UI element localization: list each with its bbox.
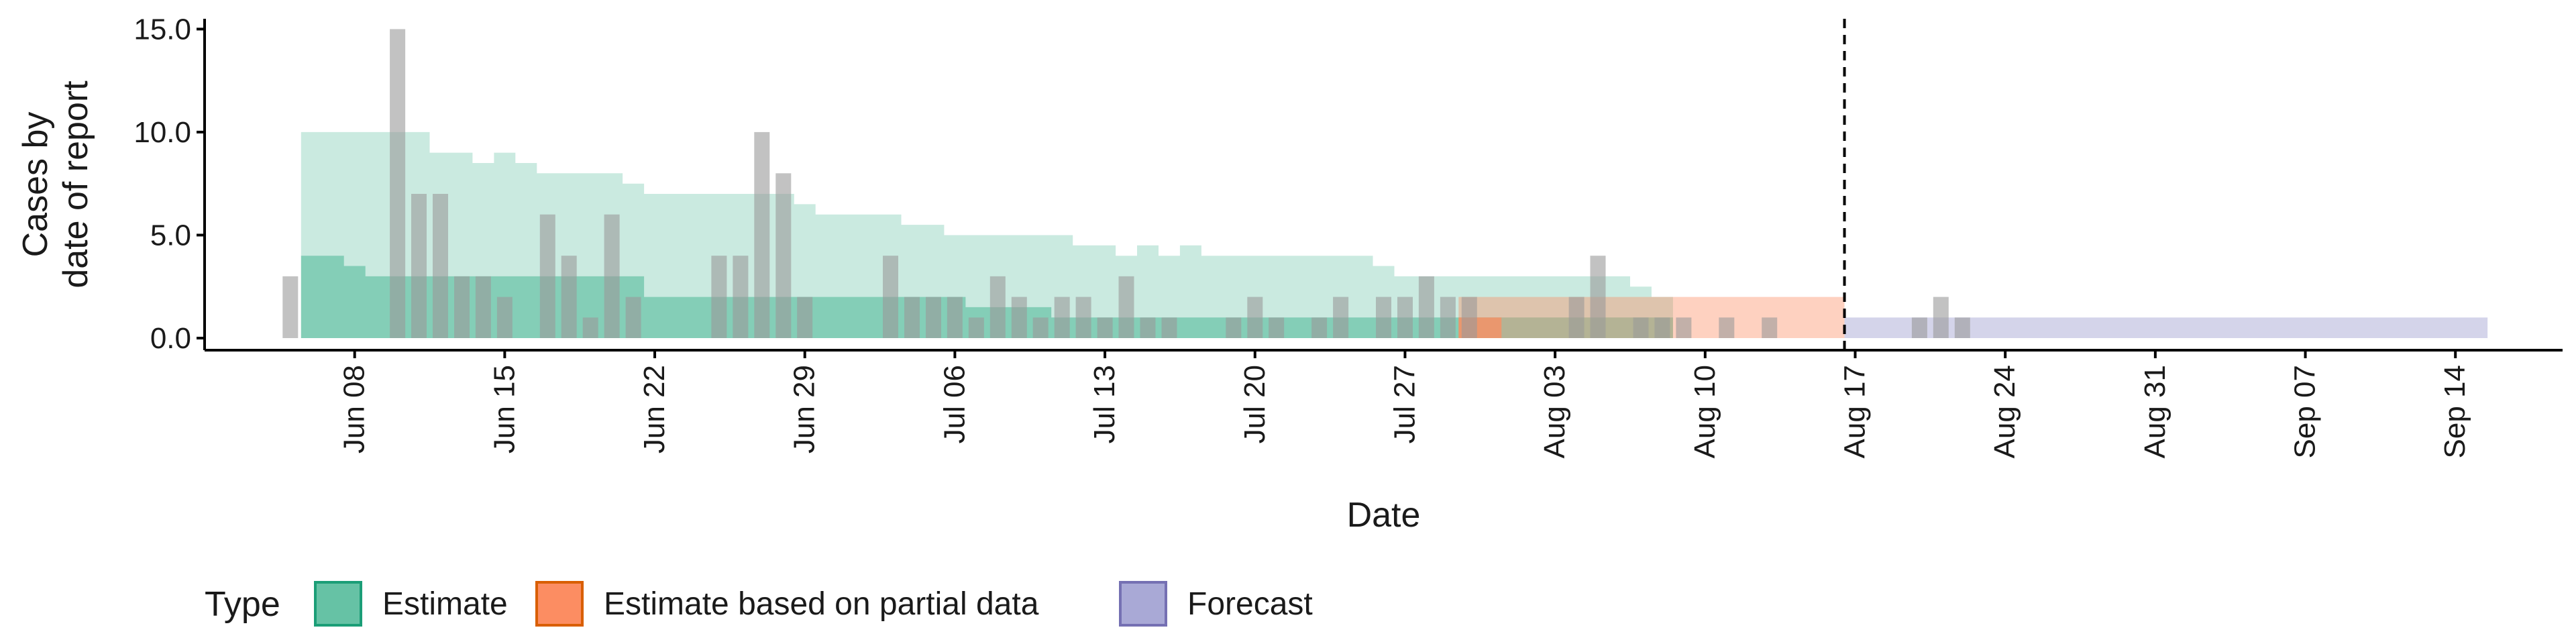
observed-bar bbox=[1269, 317, 1285, 338]
observed-bar bbox=[1011, 297, 1027, 338]
observed-bar bbox=[475, 276, 491, 338]
observed-bar bbox=[1118, 276, 1134, 338]
partial-ribbon-90 bbox=[1458, 297, 1845, 338]
x-tick-label: Jun 29 bbox=[788, 365, 821, 453]
observed-bar bbox=[561, 256, 577, 338]
observed-bar bbox=[1461, 297, 1477, 338]
observed-bar bbox=[968, 317, 984, 338]
observed-bar bbox=[1054, 297, 1070, 338]
x-tick-label: Jun 15 bbox=[488, 365, 521, 453]
x-tick-label: Aug 17 bbox=[1839, 365, 1872, 458]
observed-bar bbox=[754, 131, 770, 338]
observed-bar bbox=[1097, 317, 1113, 338]
observed-bar bbox=[433, 194, 448, 338]
legend-title: Type bbox=[205, 585, 280, 624]
x-tick-label: Aug 31 bbox=[2139, 365, 2171, 458]
legend-label-partial: Estimate based on partial data bbox=[604, 586, 1039, 622]
observed-bar bbox=[711, 256, 727, 338]
x-axis-label: Date bbox=[1347, 496, 1421, 535]
observed-bar bbox=[1911, 317, 1927, 338]
observed-bar bbox=[496, 297, 513, 338]
x-tick-label: Sep 07 bbox=[2289, 365, 2322, 458]
observed-bar bbox=[926, 297, 941, 338]
observed-bar bbox=[625, 297, 641, 338]
y-axis-label: Cases bydate of report bbox=[16, 80, 95, 288]
y-tick-label: 15.0 bbox=[133, 13, 191, 46]
observed-bar bbox=[1440, 297, 1456, 338]
observed-bar bbox=[582, 317, 598, 338]
x-tick-label: Jul 20 bbox=[1238, 365, 1271, 443]
observed-bar bbox=[1568, 297, 1585, 338]
observed-bar bbox=[1226, 317, 1242, 338]
x-tick-label: Aug 24 bbox=[1988, 365, 2021, 458]
observed-bar bbox=[1954, 317, 1970, 338]
observed-bar bbox=[1719, 317, 1735, 338]
observed-bar bbox=[797, 297, 813, 338]
legend-label-forecast: Forecast bbox=[1187, 586, 1313, 622]
x-tick-label: Sep 14 bbox=[2438, 365, 2471, 458]
x-tick-label: Jun 22 bbox=[638, 365, 671, 453]
x-tick-label: Aug 10 bbox=[1688, 365, 1721, 458]
observed-bar bbox=[1376, 297, 1391, 338]
x-tick-label: Jun 08 bbox=[338, 365, 371, 453]
observed-bar bbox=[282, 276, 299, 338]
legend-label-estimate: Estimate bbox=[382, 586, 508, 622]
axes-layer: 0.0 5.0 10.0 15.0 Jun 08 Jun 15 Jun 22 Jun 29 Ju… bbox=[133, 13, 2563, 458]
observed-bar bbox=[1247, 297, 1263, 338]
observed-bar bbox=[411, 194, 427, 338]
observed-bar bbox=[1311, 317, 1328, 338]
legend-swatch-partial bbox=[535, 581, 584, 627]
observed-bar bbox=[883, 256, 898, 338]
observed-bar bbox=[1333, 297, 1349, 338]
observed-bar bbox=[1418, 276, 1434, 338]
observed-bar bbox=[989, 276, 1006, 338]
y-axis-label-line: Cases by bbox=[16, 112, 55, 258]
observed-bar bbox=[904, 297, 920, 338]
legend-swatch-estimate bbox=[314, 581, 362, 627]
forecast-ribbon-90 bbox=[1844, 317, 2488, 338]
legend: Type Estimate Estimate based on partial da… bbox=[205, 581, 1313, 627]
observed-bar bbox=[604, 214, 620, 338]
observed-bar bbox=[1762, 317, 1778, 338]
x-tick-label: Jul 06 bbox=[938, 365, 971, 443]
partial-ribbon-50 bbox=[1458, 317, 1845, 338]
observed-bar bbox=[1397, 297, 1413, 338]
observed-bar bbox=[1676, 317, 1692, 338]
observed-bar bbox=[1633, 317, 1649, 338]
observed-bar bbox=[733, 256, 749, 338]
observed-bar bbox=[1590, 256, 1606, 338]
observed-bar bbox=[1032, 317, 1049, 338]
observed-bar bbox=[539, 214, 555, 338]
y-axis-label-line: date of report bbox=[56, 80, 95, 288]
y-tick-label: 0.0 bbox=[150, 322, 191, 355]
x-tick-label: Aug 03 bbox=[1538, 365, 1571, 458]
observed-bar bbox=[1654, 317, 1670, 338]
observed-bar bbox=[454, 276, 470, 338]
observed-bar bbox=[947, 297, 963, 338]
y-tick-label: 5.0 bbox=[150, 219, 191, 252]
observed-bar bbox=[1933, 297, 1949, 338]
ribbon-layer bbox=[301, 131, 2488, 338]
observed-bar bbox=[1161, 317, 1177, 338]
observed-bar bbox=[390, 29, 406, 339]
y-tick-label: 10.0 bbox=[133, 116, 191, 149]
observed-bar bbox=[775, 173, 792, 338]
legend-swatch-forecast bbox=[1119, 581, 1167, 627]
observed-bar bbox=[1140, 317, 1156, 338]
x-tick-label: Jul 13 bbox=[1088, 365, 1121, 443]
observed-bars-layer bbox=[282, 29, 1970, 339]
observed-bar bbox=[1075, 297, 1091, 338]
x-tick-label: Jul 27 bbox=[1388, 365, 1421, 443]
estimate-ribbon-50 bbox=[301, 256, 1673, 338]
